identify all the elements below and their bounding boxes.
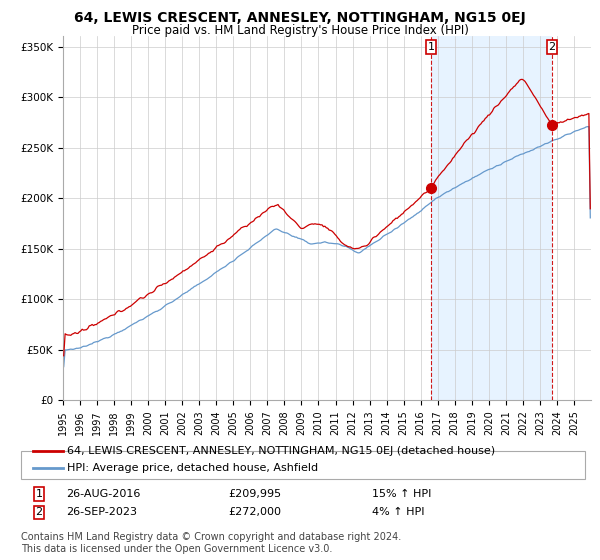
- Text: 26-SEP-2023: 26-SEP-2023: [66, 507, 137, 517]
- Text: 64, LEWIS CRESCENT, ANNESLEY, NOTTINGHAM, NG15 0EJ: 64, LEWIS CRESCENT, ANNESLEY, NOTTINGHAM…: [74, 11, 526, 25]
- Text: £272,000: £272,000: [228, 507, 281, 517]
- Text: 2: 2: [548, 42, 556, 52]
- Text: 2: 2: [35, 507, 43, 517]
- Text: Contains HM Land Registry data © Crown copyright and database right 2024.
This d: Contains HM Land Registry data © Crown c…: [21, 532, 401, 554]
- Text: 15% ↑ HPI: 15% ↑ HPI: [372, 489, 431, 499]
- Text: £209,995: £209,995: [228, 489, 281, 499]
- Text: Price paid vs. HM Land Registry's House Price Index (HPI): Price paid vs. HM Land Registry's House …: [131, 24, 469, 36]
- Text: 64, LEWIS CRESCENT, ANNESLEY, NOTTINGHAM, NG15 0EJ (detached house): 64, LEWIS CRESCENT, ANNESLEY, NOTTINGHAM…: [67, 446, 496, 456]
- Bar: [431, 36, 552, 400]
- Text: HPI: Average price, detached house, Ashfield: HPI: Average price, detached house, Ashf…: [67, 463, 319, 473]
- Text: 1: 1: [428, 42, 435, 52]
- Text: 1: 1: [35, 489, 43, 499]
- Text: 4% ↑ HPI: 4% ↑ HPI: [372, 507, 425, 517]
- Text: 26-AUG-2016: 26-AUG-2016: [66, 489, 140, 499]
